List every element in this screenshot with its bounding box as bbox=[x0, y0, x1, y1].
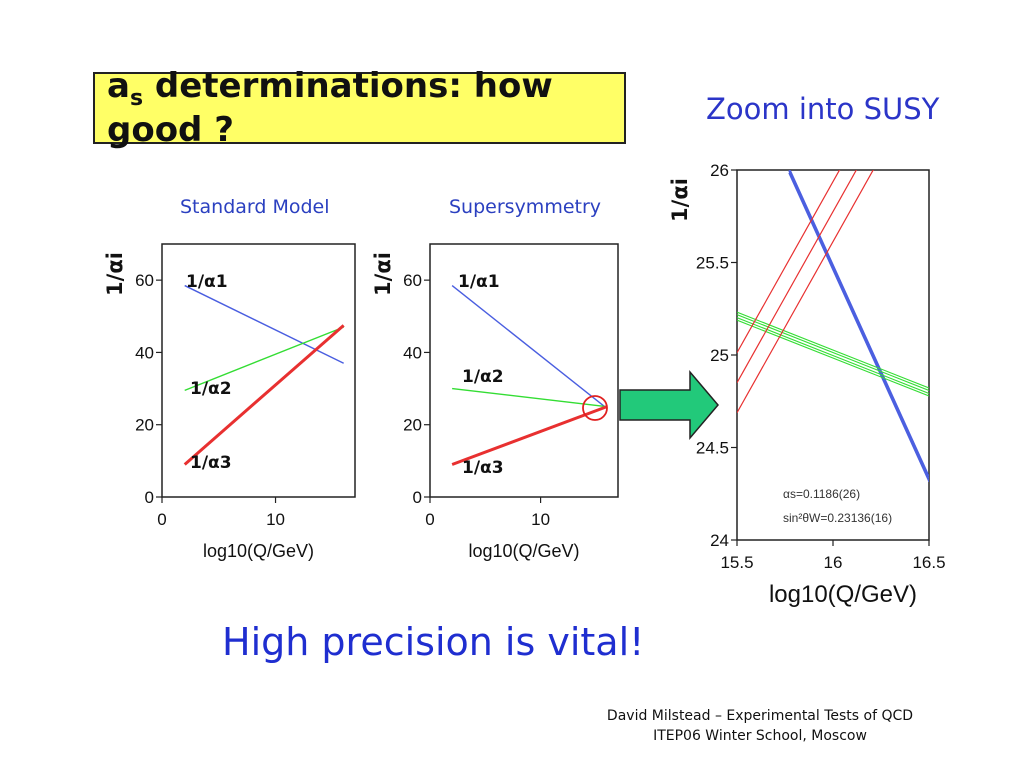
chart-2: log10(Q/GeV) 1/αi bbox=[668, 169, 930, 608]
y-tick-label: 40 bbox=[403, 343, 422, 362]
y-axis-label: 1/αi bbox=[668, 178, 692, 222]
series-band-2 bbox=[737, 314, 929, 392]
x-axis-label: log10(Q/GeV) bbox=[769, 581, 917, 608]
series-band-1 bbox=[788, 170, 929, 481]
x-tick-label: 15.5 bbox=[720, 553, 753, 572]
zoom-title: Zoom into SUSY bbox=[706, 92, 940, 126]
series-group bbox=[737, 170, 929, 483]
series-band-3 bbox=[737, 170, 858, 384]
title-alpha: a bbox=[107, 65, 130, 106]
y-tick-label: 60 bbox=[135, 271, 154, 290]
y-tick-label: 25.5 bbox=[696, 254, 729, 273]
y-tick-label: 20 bbox=[403, 416, 422, 435]
y-tick-label: 24 bbox=[710, 531, 729, 550]
series-group bbox=[183, 284, 345, 466]
slide-title: as determinations: how good ? bbox=[107, 66, 624, 151]
series-line-3 bbox=[451, 405, 608, 466]
x-axis-label: log10(Q/GeV) bbox=[468, 541, 579, 561]
title-box: as determinations: how good ? bbox=[93, 66, 626, 150]
footer: David Milstead – Experimental Tests of Q… bbox=[560, 706, 960, 746]
series-band-1 bbox=[788, 172, 929, 483]
series-band-3 bbox=[737, 170, 841, 354]
series-line-3 bbox=[183, 324, 345, 466]
x-tick-label: 16 bbox=[824, 553, 843, 572]
curve-label-2: 1/α2 bbox=[190, 379, 232, 399]
title-rest: determinations: how good ? bbox=[107, 65, 553, 151]
plot-frame bbox=[429, 243, 619, 498]
curve-label-2: 1/α2 bbox=[462, 367, 504, 387]
curve-label-1: 1/α1 bbox=[186, 272, 228, 292]
footer-line-1: David Milstead – Experimental Tests of Q… bbox=[606, 708, 914, 724]
x-axis-label: log10(Q/GeV) bbox=[203, 541, 314, 561]
y-tick-label: 25 bbox=[710, 346, 729, 365]
y-tick-label: 0 bbox=[145, 488, 154, 507]
sm-panel-title: Standard Model bbox=[180, 196, 330, 218]
headline: High precision is vital! bbox=[222, 620, 645, 664]
x-tick-label: 10 bbox=[531, 510, 550, 529]
y-tick-label: 20 bbox=[135, 416, 154, 435]
title-subscript: s bbox=[129, 85, 144, 111]
zoom-arrow-icon bbox=[619, 369, 719, 441]
series-line-2 bbox=[184, 326, 344, 392]
x-tick-label: 0 bbox=[157, 510, 166, 529]
chart-0: log10(Q/GeV) 1/αi bbox=[103, 243, 356, 561]
footer-line-2: ITEP06 Winter School, Moscow bbox=[653, 728, 867, 744]
series-band-1 bbox=[788, 170, 929, 479]
series-band-3 bbox=[737, 170, 874, 414]
y-tick-label: 24.5 bbox=[696, 439, 729, 458]
y-tick-label: 60 bbox=[403, 271, 422, 290]
series-band-2 bbox=[737, 317, 929, 395]
annotation-alphas: αs=0.1186(26) bbox=[783, 487, 860, 501]
curve-label-3: 1/α3 bbox=[190, 453, 232, 473]
y-axis-label: 1/αi bbox=[103, 252, 127, 296]
y-tick-label: 26 bbox=[710, 161, 729, 180]
susy-panel-title: Supersymmetry bbox=[449, 196, 602, 218]
x-tick-label: 10 bbox=[266, 510, 285, 529]
x-tick-label: 0 bbox=[425, 510, 434, 529]
x-tick-label: 16.5 bbox=[912, 553, 945, 572]
y-axis-label: 1/αi bbox=[371, 252, 395, 296]
chart-1: log10(Q/GeV) 1/αi bbox=[371, 243, 619, 561]
unification-circle bbox=[582, 395, 608, 421]
series-line-2 bbox=[452, 387, 608, 408]
series-group bbox=[451, 285, 608, 466]
curve-label-1: 1/α1 bbox=[458, 272, 500, 292]
series-line-1 bbox=[451, 285, 608, 409]
curve-label-3: 1/α3 bbox=[462, 458, 504, 478]
y-tick-label: 0 bbox=[413, 488, 422, 507]
plot-frame bbox=[161, 243, 356, 498]
annotation-sin2thetaw: sin²θW=0.23136(16) bbox=[783, 511, 892, 525]
y-tick-label: 40 bbox=[135, 343, 154, 362]
series-band-2 bbox=[737, 319, 929, 397]
